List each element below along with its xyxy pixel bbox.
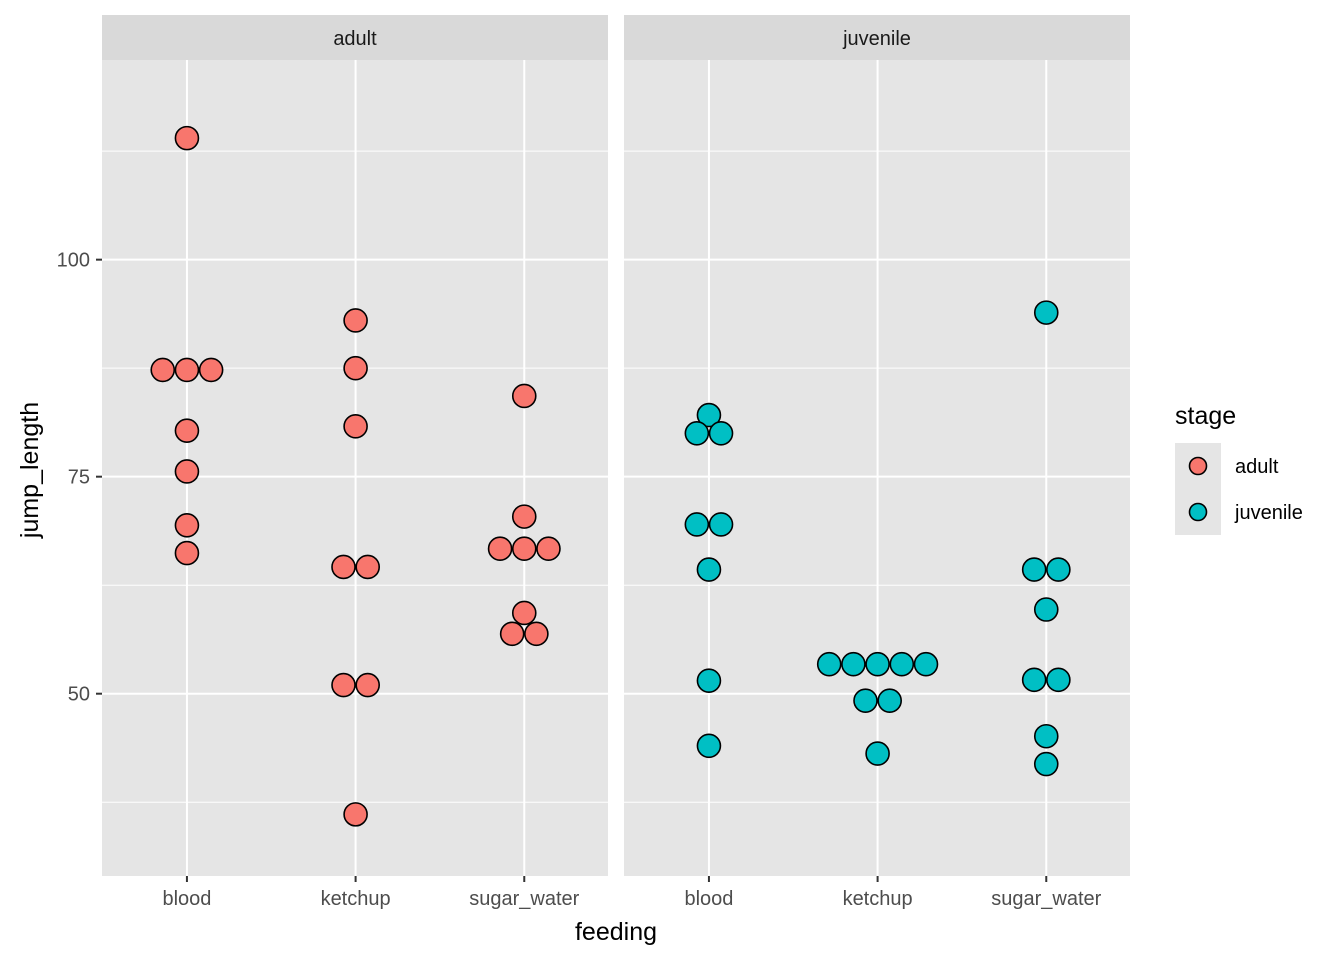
data-point — [511, 536, 537, 562]
data-point — [511, 600, 537, 626]
data-point — [1033, 723, 1059, 749]
facet-panel-juvenile: juvenile blood ketchup sugar_water — [624, 15, 1130, 910]
data-point — [524, 621, 549, 647]
data-point — [343, 802, 368, 827]
x-tick-label: ketchup — [321, 888, 391, 910]
data-point — [174, 125, 200, 151]
x-tick-label: blood — [684, 888, 733, 910]
data-point — [853, 688, 878, 713]
data-point — [1021, 667, 1047, 693]
facet-strip-label: adult — [333, 28, 377, 50]
data-point — [1033, 300, 1059, 325]
data-point — [708, 512, 734, 537]
x-tick-label: ketchup — [843, 888, 913, 910]
facet-panel-adult: adult blood ketchup sugar_water — [102, 15, 608, 910]
data-point — [355, 672, 381, 698]
data-point — [684, 512, 710, 537]
legend-label: adult — [1235, 456, 1279, 478]
data-point — [708, 420, 734, 446]
legend-label: juvenile — [1234, 502, 1303, 524]
data-point — [1033, 751, 1059, 777]
data-point — [511, 383, 537, 409]
legend-key — [1188, 456, 1208, 476]
facet-strip-label: juvenile — [842, 28, 911, 50]
data-point — [174, 357, 200, 383]
data-point — [696, 402, 722, 428]
data-point — [877, 688, 903, 713]
facet-strip — [102, 15, 608, 60]
data-point — [913, 651, 939, 677]
y-axis: 50 75 100 — [57, 250, 102, 706]
legend-key — [1188, 502, 1208, 522]
data-point — [865, 741, 890, 766]
data-point — [1046, 557, 1071, 582]
data-point — [174, 459, 200, 484]
data-point — [331, 672, 356, 698]
data-point — [684, 420, 710, 446]
data-point — [1021, 557, 1047, 582]
data-point — [841, 651, 866, 677]
data-point — [343, 308, 368, 333]
facet-strip — [624, 15, 1130, 60]
data-point — [174, 540, 200, 566]
x-axis-title: feeding — [575, 918, 657, 946]
data-point — [536, 536, 561, 562]
y-tick-label: 75 — [68, 467, 90, 489]
data-point — [1046, 667, 1071, 693]
data-point — [696, 733, 722, 759]
data-point — [1033, 597, 1059, 622]
data-point — [889, 651, 915, 677]
data-point — [487, 536, 513, 562]
data-point — [511, 504, 537, 529]
data-point — [865, 651, 890, 677]
data-point — [331, 554, 356, 580]
data-point — [816, 651, 842, 677]
data-point — [150, 357, 176, 383]
legend-title: stage — [1175, 402, 1236, 430]
data-point — [696, 557, 722, 582]
legend: stage adult juvenile — [1175, 402, 1303, 535]
data-point — [499, 621, 525, 647]
x-tick-label: sugar_water — [469, 888, 579, 910]
x-tick-label: blood — [162, 888, 211, 910]
y-tick-label: 50 — [68, 684, 90, 706]
data-point — [343, 355, 368, 381]
data-point — [343, 414, 368, 439]
y-tick-label: 100 — [57, 250, 90, 272]
x-tick-label: sugar_water — [991, 888, 1101, 910]
facet-panels: adult blood ketchup sugar_water juvenile bloo… — [57, 15, 1130, 910]
data-point — [355, 554, 381, 580]
data-point — [696, 668, 722, 693]
data-point — [198, 357, 224, 383]
y-axis-title: jump_length — [16, 402, 44, 539]
data-point — [174, 418, 200, 443]
data-point — [174, 512, 200, 538]
